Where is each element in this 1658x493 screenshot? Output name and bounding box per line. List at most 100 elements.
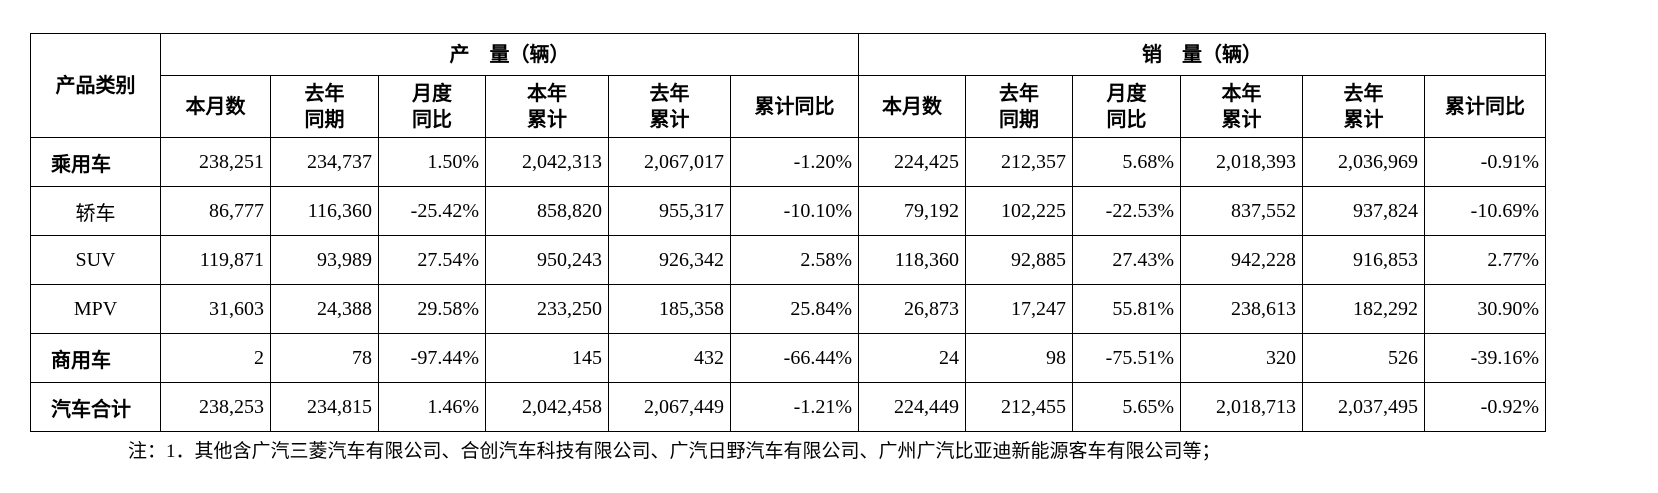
cell: 2,036,969 xyxy=(1302,137,1425,187)
cell: 98 xyxy=(965,333,1073,383)
row-label: 轿车 xyxy=(30,186,161,236)
cell: 955,317 xyxy=(608,186,731,236)
column-header: 去年 同期 xyxy=(270,75,379,138)
data-table: 产品类别 产 量（辆） 销 量（辆） 本月数 去年 同期 月度 同比 本年 累计 去年 … xyxy=(30,33,1546,432)
cell: 31,603 xyxy=(160,284,271,334)
row-label: SUV xyxy=(30,235,161,285)
cell: 526 xyxy=(1302,333,1425,383)
cell: 224,425 xyxy=(858,137,966,187)
cell: -1.20% xyxy=(730,137,859,187)
cell: 926,342 xyxy=(608,235,731,285)
cell: 1.46% xyxy=(378,382,486,432)
column-header: 本月数 xyxy=(160,75,271,138)
cell: 837,552 xyxy=(1180,186,1303,236)
cell: -22.53% xyxy=(1072,186,1181,236)
data-row: SUV 119,871 93,989 27.54% 950,243 926,342 2.58… xyxy=(30,235,1546,285)
data-row: 乘用车 238,251 234,737 1.50% 2,042,313 2,067,017… xyxy=(30,137,1546,187)
column-header: 月度 同比 xyxy=(378,75,486,138)
cell: -97.44% xyxy=(378,333,486,383)
cell: 224,449 xyxy=(858,382,966,432)
column-header: 去年 累计 xyxy=(608,75,731,138)
cell: 24,388 xyxy=(270,284,379,334)
cell: 2 xyxy=(160,333,271,383)
cell: -10.69% xyxy=(1424,186,1546,236)
cell: 212,455 xyxy=(965,382,1073,432)
column-header: 累计同比 xyxy=(1424,75,1546,138)
cell: 24 xyxy=(858,333,966,383)
column-header: 去年 累计 xyxy=(1302,75,1425,138)
row-label: 乘用车 xyxy=(30,137,161,187)
cell: -75.51% xyxy=(1072,333,1181,383)
cell: 55.81% xyxy=(1072,284,1181,334)
cell: 2,042,458 xyxy=(485,382,609,432)
cell: 858,820 xyxy=(485,186,609,236)
cell: 233,250 xyxy=(485,284,609,334)
group-header: 产 量（辆） xyxy=(160,33,859,76)
cell: 2.58% xyxy=(730,235,859,285)
cell: 86,777 xyxy=(160,186,271,236)
column-header: 本月数 xyxy=(858,75,966,138)
cell: 185,358 xyxy=(608,284,731,334)
cell: 2,042,313 xyxy=(485,137,609,187)
data-row: MPV 31,603 24,388 29.58% 233,250 185,358 25.84… xyxy=(30,284,1546,334)
cell: 2.77% xyxy=(1424,235,1546,285)
cell: -0.92% xyxy=(1424,382,1546,432)
cell: 116,360 xyxy=(270,186,379,236)
row-label: 商用车 xyxy=(30,333,161,383)
cell: 27.54% xyxy=(378,235,486,285)
corner-header: 产品类别 xyxy=(30,33,161,138)
cell: 234,737 xyxy=(270,137,379,187)
cell: -25.42% xyxy=(378,186,486,236)
cell: 942,228 xyxy=(1180,235,1303,285)
cell: 212,357 xyxy=(965,137,1073,187)
column-header: 去年 同期 xyxy=(965,75,1073,138)
cell: 29.58% xyxy=(378,284,486,334)
cell: 78 xyxy=(270,333,379,383)
cell: 916,853 xyxy=(1302,235,1425,285)
cell: 5.65% xyxy=(1072,382,1181,432)
cell: -39.16% xyxy=(1424,333,1546,383)
column-header: 月度 同比 xyxy=(1072,75,1181,138)
cell: -10.10% xyxy=(730,186,859,236)
cell: 432 xyxy=(608,333,731,383)
cell: 238,613 xyxy=(1180,284,1303,334)
row-label: 汽车合计 xyxy=(30,382,161,432)
data-row: 汽车合计 238,253 234,815 1.46% 2,042,458 2,067,44… xyxy=(30,382,1546,432)
cell: -0.91% xyxy=(1424,137,1546,187)
cell: 119,871 xyxy=(160,235,271,285)
cell: 118,360 xyxy=(858,235,966,285)
cell: 2,067,017 xyxy=(608,137,731,187)
group-header-row: 产品类别 产 量（辆） 销 量（辆） xyxy=(30,33,1546,138)
cell: 17,247 xyxy=(965,284,1073,334)
cell: 92,885 xyxy=(965,235,1073,285)
cell: 25.84% xyxy=(730,284,859,334)
cell: 238,253 xyxy=(160,382,271,432)
cell: 145 xyxy=(485,333,609,383)
cell: 234,815 xyxy=(270,382,379,432)
cell: 320 xyxy=(1180,333,1303,383)
cell: 182,292 xyxy=(1302,284,1425,334)
cell: 2,018,393 xyxy=(1180,137,1303,187)
cell: 1.50% xyxy=(378,137,486,187)
table-body: 产品类别 产 量（辆） 销 量（辆） 本月数 去年 同期 月度 同比 本年 累计 去年 … xyxy=(30,33,1546,432)
data-row: 轿车 86,777 116,360 -25.42% 858,820 955,317 -10.… xyxy=(30,186,1546,236)
cell: 93,989 xyxy=(270,235,379,285)
cell: 79,192 xyxy=(858,186,966,236)
cell: 2,037,495 xyxy=(1302,382,1425,432)
row-label: MPV xyxy=(30,284,161,334)
cell: 950,243 xyxy=(485,235,609,285)
column-header: 本年 累计 xyxy=(1180,75,1303,138)
cell: 5.68% xyxy=(1072,137,1181,187)
column-header: 本年 累计 xyxy=(485,75,609,138)
group-header: 销 量（辆） xyxy=(858,33,1546,76)
cell: -1.21% xyxy=(730,382,859,432)
cell: 26,873 xyxy=(858,284,966,334)
cell: 102,225 xyxy=(965,186,1073,236)
cell: 2,018,713 xyxy=(1180,382,1303,432)
data-row: 商用车 2 78 -97.44% 145 432 -66.44% 24 98 -75.51% 320… xyxy=(30,333,1546,383)
cell: 937,824 xyxy=(1302,186,1425,236)
cell: -66.44% xyxy=(730,333,859,383)
column-header-row: 本月数 去年 同期 月度 同比 本年 累计 去年 累计 累计同比 本月数 去年 同期 月度 同比… xyxy=(31,75,1546,138)
footnote: 注：1．其他含广汽三菱汽车有限公司、合创汽车科技有限公司、广汽日野汽车有限公司、… xyxy=(128,441,1221,462)
